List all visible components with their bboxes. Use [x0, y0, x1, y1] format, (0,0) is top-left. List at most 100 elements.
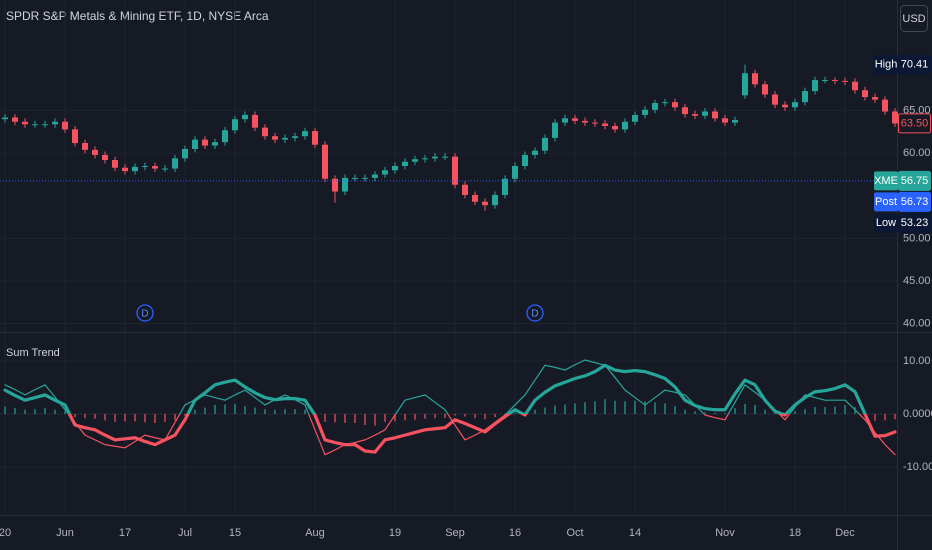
- candle-body: [772, 94, 778, 105]
- histogram-bar: [444, 413, 446, 419]
- x-tick-label: 18: [789, 527, 801, 539]
- histogram-bar: [794, 411, 796, 414]
- price-label-name-box: [874, 213, 898, 233]
- histogram-bar: [594, 401, 596, 414]
- y-tick-label: 40.00: [903, 317, 931, 329]
- candle-body: [512, 166, 518, 179]
- histogram-bar: [454, 413, 456, 416]
- histogram-bar: [494, 413, 496, 418]
- histogram-bar: [44, 408, 46, 414]
- histogram-bar: [874, 413, 876, 421]
- candle-body: [172, 158, 178, 169]
- histogram-bar: [704, 412, 706, 414]
- candle-body: [642, 109, 648, 115]
- histogram-bar: [894, 413, 896, 420]
- histogram-bar: [144, 413, 146, 423]
- candle-body: [732, 120, 738, 123]
- histogram-bar: [514, 412, 516, 414]
- currency-button[interactable]: [900, 5, 928, 32]
- candle-body: [252, 114, 258, 128]
- candle-body: [182, 148, 188, 159]
- x-tick-label: 14: [629, 527, 641, 539]
- histogram-bar: [674, 406, 676, 414]
- price-label-value: 56.75: [901, 175, 929, 187]
- candle-body: [442, 156, 448, 158]
- histogram-bar: [324, 413, 326, 422]
- y-tick-label: 0.0000: [903, 408, 932, 420]
- candle-body: [852, 81, 858, 91]
- price-label-name-box: [874, 192, 898, 212]
- histogram-bar: [834, 406, 836, 414]
- candle-body: [22, 121, 28, 125]
- x-tick-label: Oct: [566, 527, 583, 539]
- candle-body: [742, 73, 748, 96]
- histogram-bar: [274, 409, 276, 414]
- price-label-name-box: [874, 55, 898, 75]
- histogram-bar: [434, 413, 436, 419]
- candle-body: [312, 131, 318, 145]
- histogram-bar: [134, 413, 136, 422]
- candle-body: [492, 194, 498, 206]
- price-label-box: [898, 191, 931, 212]
- candle-body: [52, 121, 58, 125]
- candle-body: [122, 167, 128, 172]
- y-tick-label: 45.00: [903, 275, 931, 287]
- histogram-bar: [354, 413, 356, 423]
- candle-body: [12, 117, 18, 122]
- candle-body: [382, 170, 388, 175]
- y-tick-label: -10.00: [903, 461, 932, 473]
- dividend-label: D: [141, 309, 148, 320]
- candle-body: [212, 142, 218, 146]
- candle-body: [262, 127, 268, 137]
- candle-body: [652, 103, 658, 110]
- histogram-bar: [754, 404, 756, 414]
- candle-body: [292, 136, 298, 138]
- candle-body: [662, 102, 668, 104]
- histogram-bar: [294, 409, 296, 414]
- candle-body: [592, 122, 598, 124]
- histogram-bar: [384, 413, 386, 422]
- candle-body: [352, 177, 358, 179]
- histogram-bar: [734, 408, 736, 414]
- histogram-bar: [34, 409, 36, 414]
- histogram-bar: [764, 409, 766, 414]
- trend-line-thick: [3, 363, 897, 454]
- histogram-bar: [684, 409, 686, 414]
- candle-body: [232, 119, 238, 131]
- candle-body: [862, 90, 868, 98]
- histogram-bar: [124, 413, 126, 422]
- histogram-bar: [624, 401, 626, 414]
- x-tick-label: Sep: [445, 527, 465, 539]
- histogram-bar: [564, 404, 566, 414]
- candle-body: [192, 139, 198, 149]
- x-tick-label: 15: [229, 527, 241, 539]
- histogram-bar: [584, 402, 586, 414]
- histogram-bar: [664, 403, 666, 414]
- x-tick-label: 17: [119, 527, 131, 539]
- x-tick-label: Jun: [56, 527, 74, 539]
- candle-body: [332, 178, 338, 192]
- candle-body: [412, 159, 418, 162]
- candle-body: [422, 158, 428, 160]
- histogram-bar: [284, 409, 286, 414]
- price-label-box: [898, 170, 931, 191]
- candle-body: [722, 118, 728, 123]
- candle-body: [402, 161, 408, 166]
- candle-body: [282, 137, 288, 140]
- candle-body: [222, 130, 228, 143]
- histogram-bar: [634, 400, 636, 414]
- price-label-name: High: [875, 59, 898, 71]
- candle-body: [42, 124, 48, 126]
- candle-body: [72, 129, 78, 144]
- histogram-bar: [304, 409, 306, 414]
- indicator-title: Sum Trend: [6, 347, 60, 359]
- dividend-marker: [526, 304, 544, 322]
- x-tick-label: 16: [509, 527, 521, 539]
- histogram-bar: [4, 406, 6, 414]
- candle-body: [672, 102, 678, 108]
- currency-label[interactable]: USD: [902, 13, 925, 25]
- candle-body: [532, 150, 538, 155]
- histogram-bar: [174, 413, 176, 421]
